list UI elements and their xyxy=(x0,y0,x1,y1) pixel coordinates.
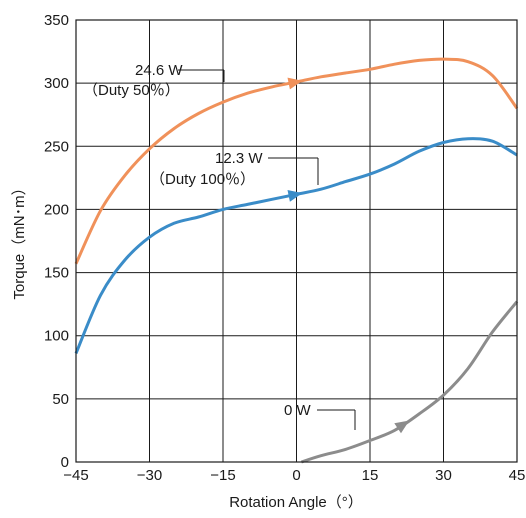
annotation-layer: 24.6 W （Duty 50％） 12.3 W （Duty 100％） 0 W xyxy=(83,62,356,430)
y-tick-label: 250 xyxy=(44,138,69,155)
annotation-12w-duty: （Duty 100％） xyxy=(150,171,255,188)
x-tick-label: 15 xyxy=(362,467,379,484)
series-line-0w xyxy=(300,300,519,464)
y-tick-label: 0 xyxy=(61,454,69,471)
y-tick-label: 200 xyxy=(44,201,69,218)
x-axis-title: Rotation Angle（°） xyxy=(229,494,363,511)
axes-layer: 0 50 100 150 200 250 300 350 −45 −30 −15 0 15 30 45 xyxy=(44,12,525,484)
annotation-24w-duty: （Duty 50％） xyxy=(83,82,180,99)
x-tick-label: −45 xyxy=(63,467,88,484)
series-arrow-12w xyxy=(287,190,303,202)
annotation-24w-power: 24.6 W xyxy=(135,62,183,79)
series-arrow-24w xyxy=(287,77,303,90)
annotation-12w-power: 12.3 W xyxy=(215,150,263,167)
x-tick-label: −30 xyxy=(137,467,162,484)
plot-frame xyxy=(75,19,518,463)
x-tick-label: −15 xyxy=(210,467,235,484)
y-tick-label: 100 xyxy=(44,328,69,345)
y-tick-label: 300 xyxy=(44,75,69,92)
y-tick-label: 50 xyxy=(52,391,69,408)
x-tick-label: 30 xyxy=(435,467,452,484)
series-arrow-0w xyxy=(394,420,410,434)
y-tick-label: 350 xyxy=(44,12,69,29)
y-axis-title: Torque（mN･m） xyxy=(11,180,28,299)
y-tick-label: 150 xyxy=(44,265,69,282)
x-tick-label: 0 xyxy=(292,467,300,484)
series-layer xyxy=(74,57,519,464)
annotation-0w-power: 0 W xyxy=(284,402,312,419)
x-tick-label: 45 xyxy=(509,467,526,484)
